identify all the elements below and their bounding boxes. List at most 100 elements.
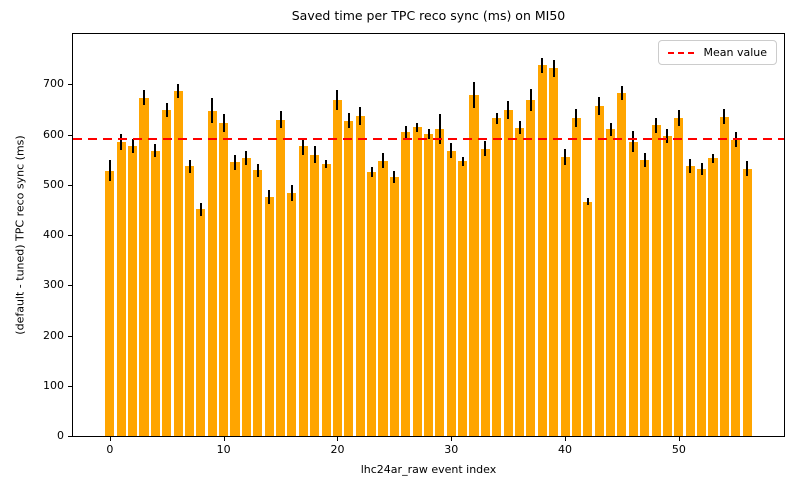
error-bar	[279, 111, 282, 129]
y-tick-mark	[68, 134, 72, 136]
error-bar	[359, 107, 362, 126]
y-tick-label: 500	[43, 177, 64, 191]
error-bar	[245, 151, 248, 166]
mean-line-legend-swatch-icon	[668, 51, 696, 54]
x-tick-mark	[565, 437, 567, 441]
bar	[708, 158, 718, 436]
error-bar	[461, 156, 464, 166]
error-bar	[689, 159, 692, 174]
error-bar	[143, 90, 145, 106]
error-bar	[268, 190, 271, 205]
bar	[162, 110, 172, 436]
bar	[742, 168, 752, 436]
error-bar	[655, 117, 658, 133]
bar	[435, 128, 445, 436]
error-bar	[131, 138, 134, 153]
bar	[446, 150, 456, 436]
bar	[731, 139, 741, 436]
error-bar	[381, 153, 384, 169]
bar	[184, 166, 195, 436]
bar	[389, 177, 399, 436]
y-tick-label: 700	[43, 77, 64, 91]
error-bar	[336, 89, 339, 110]
bar	[367, 172, 377, 436]
chart-title: Saved time per TPC reco sync (ms) on MI5…	[291, 8, 566, 23]
error-bar	[370, 167, 373, 178]
y-tick-mark	[68, 184, 72, 186]
bar	[219, 122, 229, 436]
x-tick-label: 10	[216, 443, 231, 456]
error-bar	[484, 141, 487, 157]
bar	[128, 145, 138, 436]
y-tick-mark	[68, 385, 72, 387]
bar	[526, 99, 536, 436]
bar	[697, 168, 707, 436]
error-bar	[302, 137, 305, 155]
bar	[628, 141, 638, 436]
bar	[571, 117, 581, 436]
y-tick-mark	[68, 335, 72, 337]
y-tick-mark	[68, 235, 72, 236]
legend-label: Mean value	[703, 46, 767, 59]
y-tick-label: 300	[43, 278, 64, 292]
x-tick-label: 30	[444, 443, 459, 456]
bar	[549, 68, 559, 436]
error-bar	[290, 184, 293, 201]
bar	[230, 162, 240, 436]
bar	[344, 120, 354, 436]
error-bar	[188, 159, 191, 173]
error-bar	[393, 171, 396, 184]
x-tick-label: 40	[558, 443, 573, 456]
bar	[310, 154, 320, 436]
legend: Mean value	[658, 40, 777, 65]
bar	[640, 159, 650, 436]
error-bar	[347, 113, 350, 129]
bar	[196, 209, 206, 436]
bar	[469, 94, 479, 436]
y-tick-label: 0	[57, 429, 64, 442]
y-tick-label: 600	[43, 127, 64, 141]
bar	[173, 91, 183, 436]
y-tick-mark	[68, 436, 72, 437]
bar	[651, 125, 661, 436]
error-bar	[313, 146, 316, 164]
error-bar	[564, 149, 567, 166]
bar	[719, 116, 729, 436]
x-tick-label: 50	[671, 443, 686, 456]
error-bar	[177, 84, 180, 99]
error-bar	[620, 86, 623, 101]
error-bar	[518, 121, 521, 135]
error-bar	[234, 154, 237, 170]
y-tick-mark	[68, 84, 72, 86]
error-bar	[325, 159, 328, 168]
bar	[423, 133, 434, 436]
bar	[139, 97, 149, 436]
error-bar	[495, 112, 498, 124]
error-bar	[404, 125, 407, 138]
bar	[264, 197, 274, 436]
x-tick-mark	[223, 437, 225, 441]
error-bar	[666, 129, 669, 143]
x-tick-mark	[337, 437, 339, 441]
error-bar	[427, 128, 430, 140]
x-tick-mark	[451, 437, 453, 441]
error-bar	[746, 161, 749, 177]
y-tick-label: 200	[43, 328, 64, 342]
x-tick-label: 0	[106, 443, 114, 456]
y-tick-mark	[68, 285, 72, 287]
bar	[116, 142, 126, 436]
error-bar	[416, 122, 419, 132]
error-bar	[120, 133, 123, 151]
y-tick-label: 100	[43, 378, 64, 392]
bar	[321, 163, 331, 436]
bar	[560, 157, 570, 436]
bar	[241, 158, 251, 436]
error-bar	[256, 163, 259, 177]
bar	[253, 170, 263, 436]
bar	[674, 118, 684, 436]
bar	[105, 170, 115, 436]
error-bar	[677, 110, 680, 127]
bar	[401, 131, 411, 436]
error-bar	[438, 113, 441, 145]
